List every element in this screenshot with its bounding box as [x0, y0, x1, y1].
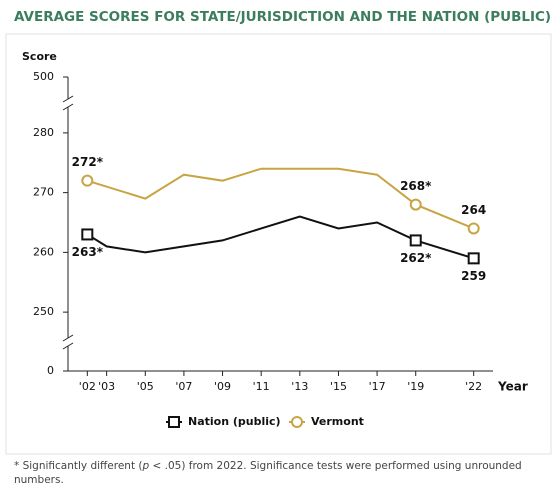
data-point: [467, 252, 480, 265]
data-label: 272*: [72, 155, 104, 169]
data-point: [81, 228, 94, 241]
axis-break: [62, 342, 74, 350]
x-tick-label: '17: [369, 380, 386, 393]
x-tick-label: '03: [98, 380, 115, 393]
axis-break: [62, 103, 74, 111]
data-label: 262*: [400, 251, 432, 265]
y-tick-label: 0: [47, 364, 54, 377]
x-tick-label: '13: [291, 380, 308, 393]
chart-frame: [5, 33, 552, 455]
data-point: [409, 198, 422, 211]
data-point: [81, 174, 94, 187]
y-tick-label: 260: [33, 245, 54, 258]
data-label: 264: [461, 203, 486, 217]
y-tick-label: 280: [33, 126, 54, 139]
legend-marker: [291, 416, 303, 428]
x-tick-label: '15: [330, 380, 347, 393]
series-line: [87, 167, 475, 230]
data-label: 263*: [72, 245, 104, 259]
axis-break: [62, 95, 74, 103]
footnote-italic: p: [142, 460, 150, 472]
x-tick-label: '09: [214, 380, 231, 393]
x-tick-label: '19: [407, 380, 424, 393]
footnote-text: * Significantly different (: [14, 460, 143, 472]
data-point: [467, 222, 480, 235]
legend-label: Vermont: [311, 415, 364, 428]
x-tick-label: '05: [137, 380, 154, 393]
chart-title: AVERAGE SCORES FOR STATE/JURISDICTION AN…: [14, 9, 551, 25]
x-tick-label: '22: [465, 380, 482, 393]
x-axis-label: Year: [497, 380, 528, 394]
axis-break: [62, 334, 74, 342]
footnote-text: < .05) from 2022. Significance tests wer…: [14, 460, 522, 486]
footnote: * Significantly different (p < .05) from…: [14, 459, 534, 487]
data-label: 268*: [400, 179, 432, 193]
series-line: [86, 215, 474, 260]
x-tick-label: '02: [79, 380, 96, 393]
legend-label: Nation (public): [188, 415, 281, 428]
y-tick-label: 270: [33, 186, 54, 199]
y-tick-label: 250: [33, 305, 54, 318]
x-tick-label: '07: [175, 380, 192, 393]
axis-break-gap: [62, 338, 74, 346]
y-tick-label: 500: [33, 70, 54, 83]
y-axis-label: Score: [22, 50, 57, 63]
x-tick-label: '11: [253, 380, 270, 393]
axis-break-gap: [62, 99, 74, 107]
data-point: [409, 234, 422, 247]
legend-marker: [168, 416, 180, 428]
data-label: 259: [461, 269, 486, 283]
